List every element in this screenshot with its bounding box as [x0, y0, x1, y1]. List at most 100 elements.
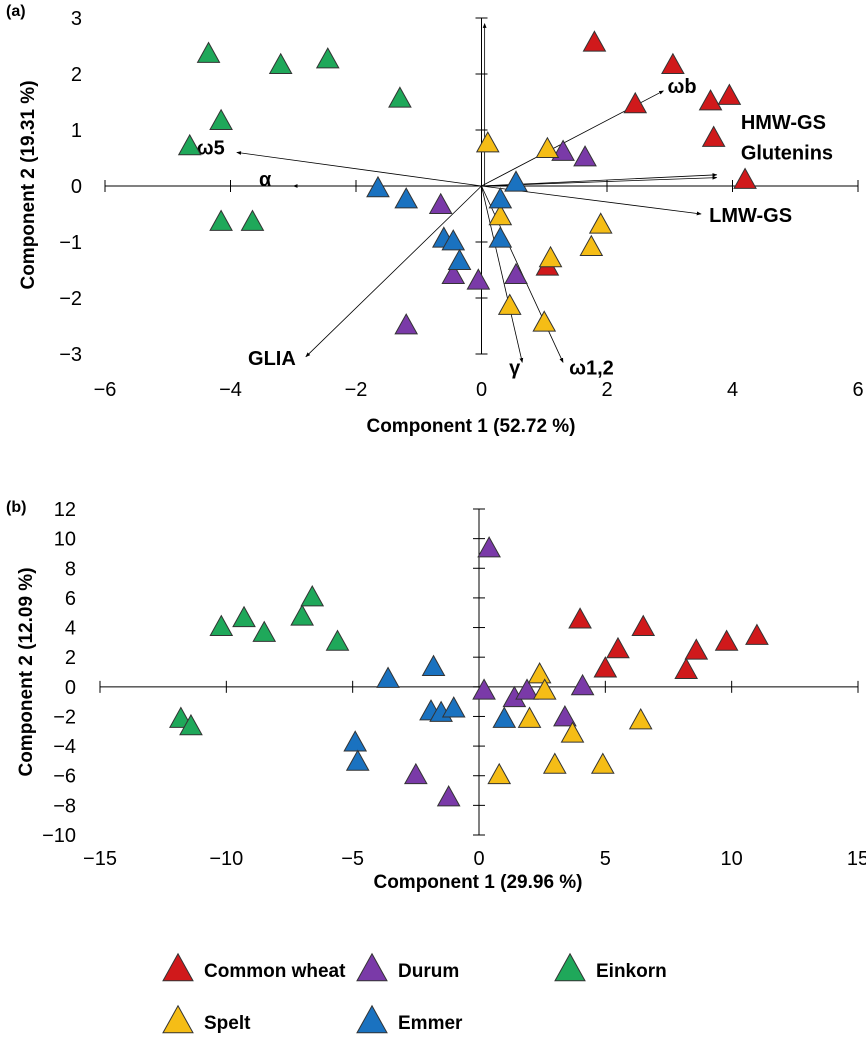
legend-marker: [554, 952, 586, 982]
legend-label: Durum: [398, 961, 459, 982]
x-tick-label: 0: [476, 379, 487, 401]
loading-vector-label: α: [259, 169, 272, 191]
x-tick-label: −5: [341, 848, 364, 870]
data-point-triangle: [717, 83, 742, 105]
data-point-triangle: [232, 605, 256, 628]
data-point-triangle: [488, 226, 513, 248]
data-point-triangle: [472, 678, 496, 700]
data-point-triangle: [394, 187, 419, 209]
data-point-triangle: [570, 673, 595, 696]
x-tick-label: 2: [601, 379, 612, 401]
y-tick-label: −3: [59, 344, 82, 366]
data-point-triangle: [209, 209, 233, 231]
data-point-triangle: [488, 187, 513, 209]
data-point-triangle: [579, 234, 604, 257]
y-tick-label: 3: [71, 8, 82, 30]
y-tick-label: −8: [53, 795, 76, 817]
loading-vector-label: HMW-GS: [741, 112, 826, 134]
data-point-triangle: [623, 91, 648, 114]
panel-a-points: [177, 30, 757, 335]
y-tick-label: 0: [65, 677, 76, 699]
loading-vector-label: LMW-GS: [709, 205, 792, 227]
data-point-triangle: [376, 666, 400, 688]
x-tick-label: −6: [94, 379, 117, 401]
data-point-triangle: [403, 762, 428, 785]
data-point-triangle: [631, 614, 656, 636]
y-tick-label: −4: [53, 736, 76, 758]
data-point-triangle: [542, 752, 567, 774]
data-point-triangle: [698, 89, 723, 111]
data-point-triangle: [497, 293, 522, 315]
y-tick-label: −2: [53, 706, 76, 728]
x-tick-label: −15: [83, 848, 117, 870]
data-point-triangle: [177, 133, 202, 156]
panel-a: (a) −6 −4 −2 0 2 4 6 3 2 1 0 −1 −2 −3 ωb HMW-GS Gluteni…: [6, 3, 864, 437]
data-point-triangle: [441, 262, 466, 285]
data-point-triangle: [388, 86, 412, 108]
y-tick-label: −10: [42, 825, 76, 847]
x-tick-label: 6: [852, 379, 863, 401]
legend-marker: [356, 952, 388, 982]
loading-vector-label: GLIA: [248, 348, 296, 370]
panel-a-y-axis-label: Component 2 (19.31 %): [18, 80, 39, 289]
y-tick-label: −6: [53, 766, 76, 788]
data-point-triangle: [447, 248, 472, 271]
data-point-triangle: [252, 620, 277, 642]
loading-vector-arrow: [236, 151, 482, 187]
data-point-triangle: [179, 713, 203, 736]
panel-a-axes: −6 −4 −2 0 2 4 6 3 2 1 0 −1 −2 −3: [59, 8, 863, 401]
legend-label: Einkorn: [596, 961, 667, 982]
data-point-triangle: [488, 203, 513, 226]
data-point-triangle: [515, 678, 539, 700]
data-point-triangle: [560, 721, 585, 743]
data-point-triangle: [315, 47, 340, 69]
data-point-triangle: [477, 536, 501, 558]
legend-marker: [162, 952, 194, 982]
data-point-triangle: [588, 212, 613, 234]
data-point-triangle: [466, 268, 491, 290]
panel-a-loading-vectors: ωb HMW-GS Glutenins LMW-GS ω5 α GLIA γ ω1,2: [197, 76, 833, 380]
legend-label: Common wheat: [204, 961, 346, 982]
data-point-triangle: [492, 706, 517, 728]
legend-marker: [356, 1004, 388, 1034]
data-point-triangle: [504, 170, 528, 192]
panel-b-x-axis-label: Component 1 (29.96 %): [373, 872, 582, 893]
data-point-triangle: [441, 229, 466, 251]
data-point-triangle: [240, 209, 265, 231]
y-tick-label: 12: [54, 499, 76, 521]
legend-marker: [162, 1004, 194, 1034]
data-point-triangle: [628, 707, 653, 730]
panel-b-points: [169, 536, 769, 807]
data-point-triangle: [568, 607, 592, 629]
data-point-triangle: [300, 584, 325, 607]
data-point-triangle: [290, 604, 314, 626]
data-point-triangle: [345, 749, 370, 771]
data-point-triangle: [504, 262, 528, 285]
data-point-triangle: [535, 136, 560, 159]
data-point-triangle: [366, 175, 390, 198]
loading-vector-arrow: [305, 185, 482, 358]
x-tick-label: −4: [219, 379, 242, 401]
x-tick-label: 15: [847, 848, 866, 870]
y-tick-label: 8: [65, 558, 76, 580]
panel-b: (b) −15 −10 −5 0 5 10 15 12 10 8 6 4 2 0 −2 −4 −6 −8 −10 C…: [6, 499, 866, 893]
data-point-triangle: [661, 52, 685, 75]
data-point-triangle: [593, 656, 618, 678]
y-tick-label: 1: [71, 120, 82, 142]
panel-a-x-axis-label: Component 1 (52.72 %): [366, 416, 575, 437]
legend-label: Emmer: [398, 1013, 463, 1034]
y-tick-label: 0: [71, 176, 82, 198]
data-point-triangle: [532, 310, 557, 332]
loading-vector-label: γ: [509, 357, 521, 379]
y-tick-label: −2: [59, 288, 82, 310]
data-point-triangle: [475, 131, 500, 153]
loading-vector-label: ω5: [197, 137, 225, 159]
data-point-triangle: [428, 192, 453, 215]
x-tick-label: −2: [345, 379, 368, 401]
panel-a-label: (a): [6, 3, 26, 20]
data-point-triangle: [268, 52, 293, 75]
y-tick-label: 6: [65, 588, 76, 610]
data-point-triangle: [590, 752, 615, 774]
loading-vector-arrow: [481, 185, 524, 363]
